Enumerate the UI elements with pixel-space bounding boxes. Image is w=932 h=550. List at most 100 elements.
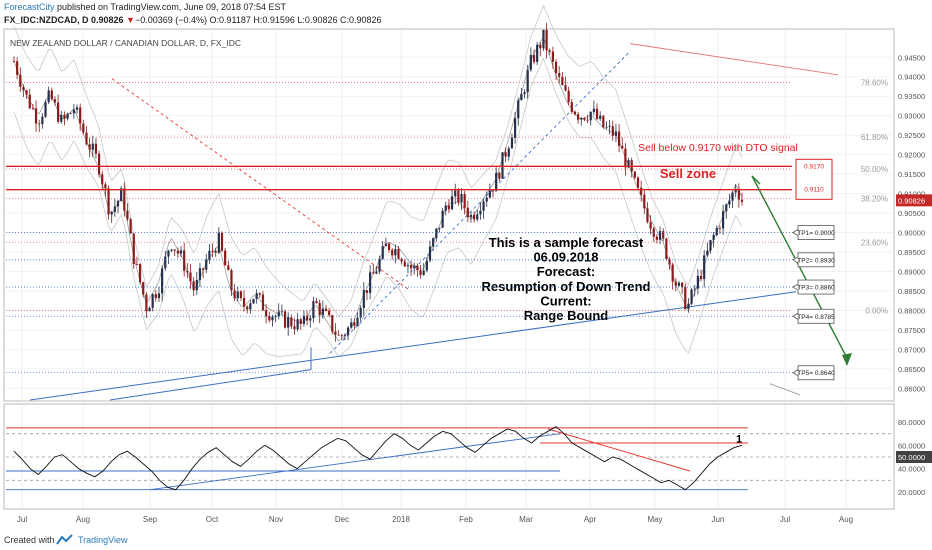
- osc-y-tick-label: 80.0000: [898, 418, 925, 427]
- chart-title: NEW ZEALAND DOLLAR / CANADIAN DOLLAR, D,…: [10, 38, 241, 48]
- candle-up: [495, 172, 498, 192]
- candle-up: [287, 317, 290, 328]
- candle-up: [605, 126, 608, 128]
- candle-up: [120, 188, 123, 202]
- candle-up: [441, 210, 444, 228]
- candle-down: [63, 114, 66, 119]
- candle-up: [69, 113, 72, 115]
- support-line: [109, 369, 312, 401]
- candle-up: [703, 255, 706, 280]
- candle-down: [419, 270, 422, 275]
- fib-level-label: 23.60%: [861, 238, 888, 247]
- candle-down: [665, 238, 668, 260]
- candle-down: [261, 294, 265, 311]
- candle-up: [693, 288, 696, 290]
- candle-down: [53, 99, 57, 103]
- y-tick-label: 0.93500: [898, 92, 925, 101]
- tp-callout-pointer-icon: [792, 369, 799, 377]
- candle-down: [94, 143, 98, 154]
- y-tick-label: 0.92000: [898, 151, 925, 160]
- candle-down: [50, 90, 53, 100]
- candle-down: [57, 102, 60, 122]
- candle-up: [274, 316, 277, 318]
- fib-level-label: 0.00%: [865, 306, 888, 315]
- candle-down: [224, 250, 227, 266]
- published-text: published on TradingView.com, June 09, 2…: [54, 2, 287, 12]
- candle-up: [66, 113, 69, 119]
- candle-up: [375, 271, 378, 274]
- candle-up: [460, 194, 463, 203]
- candle-down: [138, 264, 142, 283]
- tp-label: TP3= 0.8860: [797, 285, 835, 292]
- candle-down: [129, 219, 132, 234]
- candle-up: [422, 270, 425, 275]
- candle-up: [179, 250, 183, 254]
- candle-up: [394, 249, 397, 256]
- candle-up: [60, 114, 63, 122]
- candle-down: [107, 188, 110, 215]
- osc-y-tick-label: 20.0000: [898, 488, 925, 497]
- change-down-icon: ▼: [126, 15, 135, 25]
- candle-up: [706, 250, 709, 256]
- candle-down: [353, 322, 356, 326]
- oscillator-line: [13, 426, 743, 491]
- candle-up: [482, 201, 485, 211]
- candle-down: [25, 90, 28, 95]
- y-tick-label: 0.86500: [898, 365, 925, 374]
- candle-down: [655, 236, 659, 240]
- candle-up: [731, 192, 734, 201]
- candle-up: [542, 29, 545, 49]
- candle-up: [608, 126, 611, 128]
- candle-down: [391, 249, 394, 256]
- candle-up: [687, 303, 690, 310]
- x-tick-label: Jun: [712, 515, 725, 524]
- forecast-text-line: Forecast:: [537, 264, 596, 279]
- candle-down: [365, 290, 369, 293]
- candle-up: [517, 100, 520, 119]
- candle-down: [671, 264, 674, 282]
- x-tick-label: Aug: [76, 515, 90, 524]
- candle-up: [734, 190, 737, 193]
- candle-up: [469, 214, 473, 218]
- candle-up: [523, 92, 526, 94]
- candle-up: [513, 118, 517, 138]
- tradingview-brand[interactable]: TradingView: [78, 535, 128, 545]
- candle-up: [712, 235, 715, 241]
- candle-down: [447, 205, 451, 210]
- candle-down: [28, 94, 31, 109]
- candle-down: [532, 54, 536, 62]
- candle-down: [740, 199, 744, 202]
- y-tick-label: 0.87500: [898, 326, 925, 335]
- x-tick-label: Nov: [269, 515, 283, 524]
- x-tick-label: Dec: [335, 515, 349, 524]
- candle-down: [173, 249, 176, 251]
- candle-down: [82, 123, 85, 133]
- candle-down: [551, 51, 555, 62]
- candle-up: [170, 249, 173, 251]
- sell-signal-text: Sell below 0.9170 with DTO signal: [638, 142, 798, 154]
- candle-down: [126, 210, 129, 220]
- last-price-badge: [896, 194, 932, 207]
- candle-up: [476, 214, 479, 220]
- candle-down: [258, 293, 261, 295]
- x-tick-label: Jul: [17, 515, 27, 524]
- candle-up: [356, 317, 359, 326]
- candle-down: [400, 258, 403, 262]
- candle-down: [12, 61, 16, 62]
- candle-down: [331, 315, 334, 332]
- candle-down: [681, 282, 684, 288]
- candle-down: [624, 148, 627, 168]
- candle-down: [602, 115, 605, 128]
- tp-callout-pointer-icon: [792, 256, 799, 264]
- candle-down: [299, 319, 302, 324]
- candle-down: [570, 102, 573, 112]
- candle-down: [38, 123, 41, 125]
- candle-up: [721, 211, 725, 229]
- candle-up: [709, 240, 712, 251]
- candle-down: [504, 152, 507, 157]
- y-tick-label: 0.89500: [898, 248, 925, 257]
- publisher-name[interactable]: ForecastCity: [4, 2, 55, 12]
- candle-down: [88, 144, 91, 150]
- y-tick-label: 0.94500: [898, 53, 925, 62]
